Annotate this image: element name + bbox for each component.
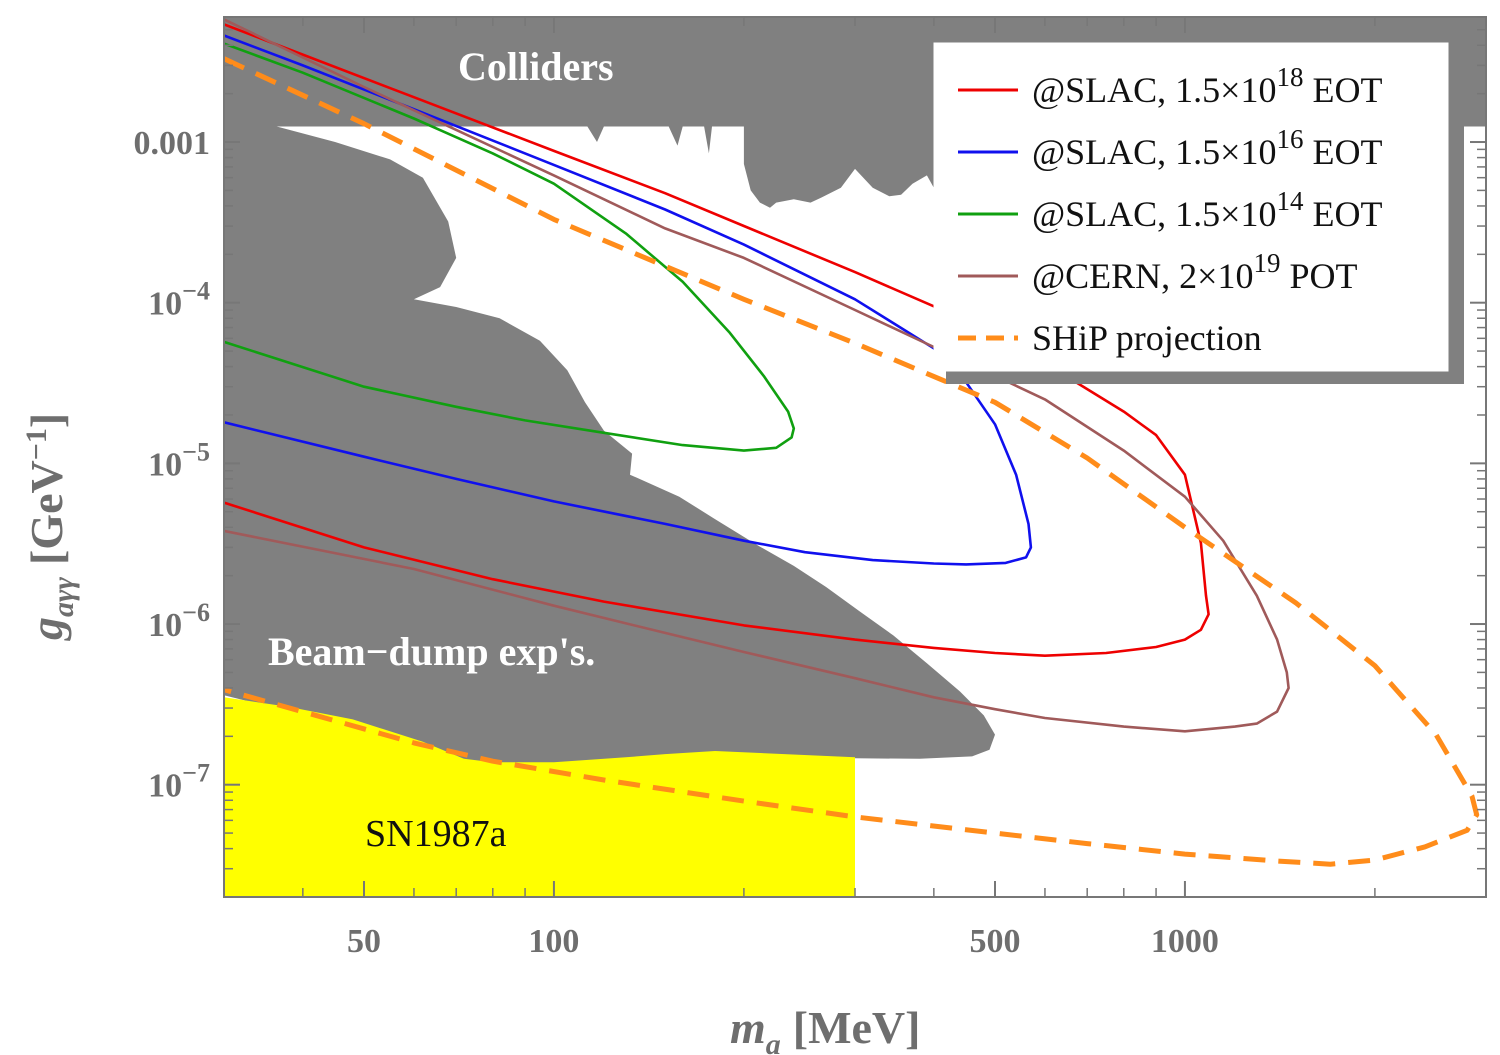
beam-dump-region-label: Beam−dump exp's. [268,629,595,674]
legend: @SLAC, 1.5×1018 EOT @SLAC, 1.5×1016 EOT @S… [933,42,1464,384]
legend-label-slac-1-5-10-18-eot: @SLAC, 1.5×1018 EOT [1032,62,1382,110]
curve-ship-projection [224,56,1480,867]
x-tick-label: 1000 [1151,923,1219,960]
y-axis-symbol: g [21,617,72,641]
sensitivity-curves [224,18,1480,867]
legend-box [933,42,1449,372]
curve-cern-2-10-19-pot [224,18,1290,733]
legend-label-slac-1-5-10-16-eot: @SLAC, 1.5×1016 EOT [1032,124,1382,172]
y-tick-label: 10−4 [148,277,210,323]
curve-slac-1-5-10-14-eot [224,42,796,452]
curve-slac-1-5-10-16-eot [224,34,1033,566]
axis-ticks: 50 100 500 1000 0.001 10−4 10−5 10−6 10−7 [134,16,1487,960]
y-axis-unit-exponent: −1 [20,428,53,460]
y-tick-label: 10−6 [148,598,210,644]
x-tick-label: 500 [969,923,1020,960]
y-tick-label: 0.001 [134,125,211,162]
svg-text:ma[MeV]: ma [MeV] [730,1002,920,1055]
svg-text:gaγγ[GeV−1]: gaγγ [GeV−1] [20,413,80,641]
x-axis-subscript: a [766,1028,781,1055]
x-tick-label: 100 [528,923,579,960]
y-axis-unit-close: ] [21,413,72,428]
sn1987a-region-label: SN1987a [365,813,507,855]
x-tick-label: 50 [347,923,381,960]
x-axis-unit: [MeV] [793,1002,921,1053]
y-axis-title: gaγγ [GeV−1] [20,413,80,641]
region-sn1987a [224,697,855,897]
y-tick-label: 10−7 [148,759,210,805]
y-tick-label: 10−5 [148,437,210,483]
y-axis-unit: [GeV [21,460,72,565]
legend-label-cern-2-10-19-pot: @CERN, 2×1019 POT [1032,248,1357,296]
x-axis-symbol: m [730,1002,766,1053]
legend-label-ship-projection: SHiP projection [1032,318,1262,358]
legend-label-slac-1-5-10-14-eot: @SLAC, 1.5×1014 EOT [1032,186,1382,234]
x-axis-title: ma [MeV] [730,1002,920,1055]
colliders-region-label: Colliders [458,44,614,89]
region-beam-dump [224,123,995,766]
y-axis-subscript: aγγ [47,577,80,617]
curve-slac-1-5-10-18-eot [224,23,1210,657]
